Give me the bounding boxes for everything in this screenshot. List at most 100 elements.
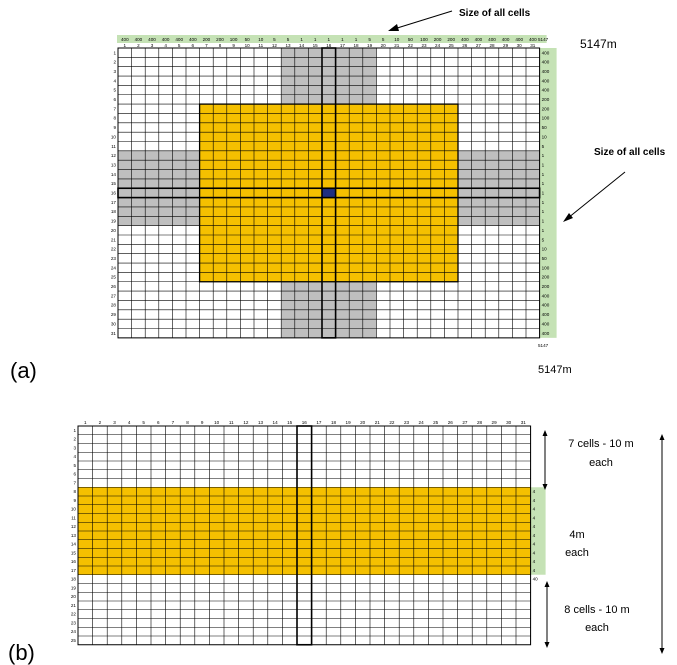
column-index-label: 16 xyxy=(326,43,332,48)
column-index-label: 23 xyxy=(421,43,427,48)
column-index-label: 9 xyxy=(232,43,235,48)
column-index-label: 10 xyxy=(245,43,251,48)
column-index-label: 7 xyxy=(172,420,175,425)
row-index-label: 7 xyxy=(73,480,76,485)
row-size-label: 1 xyxy=(542,162,545,167)
column-size-label: 400 xyxy=(175,37,183,42)
row-index-label: 9 xyxy=(113,125,116,130)
row-index-label: 30 xyxy=(111,321,117,326)
row-index-label: 1 xyxy=(113,50,116,55)
row-index-label: 3 xyxy=(73,445,76,450)
row-size-label: 1 xyxy=(542,200,545,205)
column-size-label: 400 xyxy=(515,37,523,42)
row-size-label: 1 xyxy=(542,228,545,233)
arrow-to-right-sizes xyxy=(563,171,626,222)
row-index-label: 22 xyxy=(111,247,117,252)
panel-b-label: (b) xyxy=(8,640,35,665)
row-index-label: 13 xyxy=(111,162,117,167)
layer-size-label: 40 xyxy=(533,577,539,582)
column-index-label: 25 xyxy=(449,43,455,48)
row-index-label: 21 xyxy=(71,603,77,608)
row-index-label: 8 xyxy=(73,489,76,494)
row-size-label: 5 xyxy=(542,144,545,149)
column-index-label: 24 xyxy=(419,420,425,425)
column-index-label: 1 xyxy=(124,43,127,48)
bracket-top-cells xyxy=(542,430,548,490)
layer-size-label: 4 xyxy=(533,550,536,555)
column-size-label: 400 xyxy=(189,37,197,42)
row-index-label: 10 xyxy=(71,507,77,512)
column-index-label: 1 xyxy=(84,420,87,425)
column-index-label: 30 xyxy=(517,43,523,48)
row-index-label: 28 xyxy=(111,303,117,308)
row-index-label: 5 xyxy=(113,88,116,93)
column-index-label: 21 xyxy=(375,420,381,425)
column-index-label: 12 xyxy=(243,420,249,425)
row-index-label: 7 xyxy=(113,106,116,111)
row-index-label: 11 xyxy=(111,144,116,149)
column-index-label: 25 xyxy=(433,420,439,425)
column-index-label: 17 xyxy=(316,420,322,425)
row-size-label: 50 xyxy=(542,125,548,130)
row-index-label: 26 xyxy=(111,284,117,289)
row-index-label: 27 xyxy=(111,293,117,298)
column-size-label: 400 xyxy=(148,37,156,42)
panel-a-total-height: 5147m xyxy=(538,364,572,376)
column-index-label: 6 xyxy=(157,420,160,425)
row-index-label: 22 xyxy=(71,612,77,617)
note-b-top-line1: 7 cells - 10 m xyxy=(568,438,633,450)
column-size-label: 400 xyxy=(461,37,469,42)
column-index-label: 26 xyxy=(448,420,454,425)
column-index-label: 29 xyxy=(492,420,498,425)
layer-size-label: 4 xyxy=(533,542,536,547)
row-size-label: 400 xyxy=(542,303,550,308)
row-index-label: 4 xyxy=(113,78,116,83)
column-index-label: 8 xyxy=(219,43,222,48)
layer-size-label: 4 xyxy=(533,489,536,494)
row-size-label: 400 xyxy=(542,60,550,65)
panel-a-label: (a) xyxy=(10,358,37,383)
note-size-right: Size of all cells xyxy=(594,147,666,158)
row-index-label: 14 xyxy=(111,172,117,177)
row-index-label: 19 xyxy=(71,585,77,590)
column-index-label: 18 xyxy=(353,43,359,48)
column-index-label: 11 xyxy=(258,43,263,48)
column-size-label: 50 xyxy=(245,37,251,42)
column-index-label: 7 xyxy=(205,43,208,48)
row-index-label: 10 xyxy=(111,134,117,139)
column-size-label: 10 xyxy=(394,37,400,42)
column-index-label: 26 xyxy=(462,43,468,48)
column-size-label: 10 xyxy=(258,37,264,42)
column-index-label: 23 xyxy=(404,420,410,425)
row-index-label: 6 xyxy=(113,97,116,102)
bracket-bottom-cells xyxy=(544,581,550,648)
row-index-label: 16 xyxy=(111,191,117,196)
layer-size-label: 4 xyxy=(533,498,536,503)
panel-a-corner-size-bottom: 5147 xyxy=(538,343,549,348)
row-index-label: 21 xyxy=(111,237,117,242)
column-size-label: 5 xyxy=(368,37,371,42)
row-size-label: 400 xyxy=(542,50,550,55)
column-index-label: 28 xyxy=(477,420,483,425)
column-size-label: 100 xyxy=(230,37,238,42)
note-b-top-line2: each xyxy=(589,457,613,469)
row-index-label: 24 xyxy=(71,629,77,634)
row-index-label: 16 xyxy=(71,559,77,564)
column-index-label: 27 xyxy=(462,420,468,425)
column-index-label: 19 xyxy=(367,43,373,48)
layer-size-label: 4 xyxy=(533,533,536,538)
column-size-label: 1 xyxy=(300,37,303,42)
row-index-label: 15 xyxy=(71,550,77,555)
column-size-label: 400 xyxy=(529,37,537,42)
column-index-label: 6 xyxy=(192,43,195,48)
column-size-band xyxy=(117,35,547,43)
column-index-label: 12 xyxy=(272,43,278,48)
note-b-bottom-line1: 8 cells - 10 m xyxy=(564,604,629,616)
row-size-label: 200 xyxy=(542,284,550,289)
row-size-label: 50 xyxy=(542,256,548,261)
row-size-band xyxy=(539,48,557,338)
row-index-label: 29 xyxy=(111,312,117,317)
center-cell xyxy=(322,188,336,198)
row-index-label: 14 xyxy=(71,542,77,547)
row-size-label: 100 xyxy=(542,265,550,270)
